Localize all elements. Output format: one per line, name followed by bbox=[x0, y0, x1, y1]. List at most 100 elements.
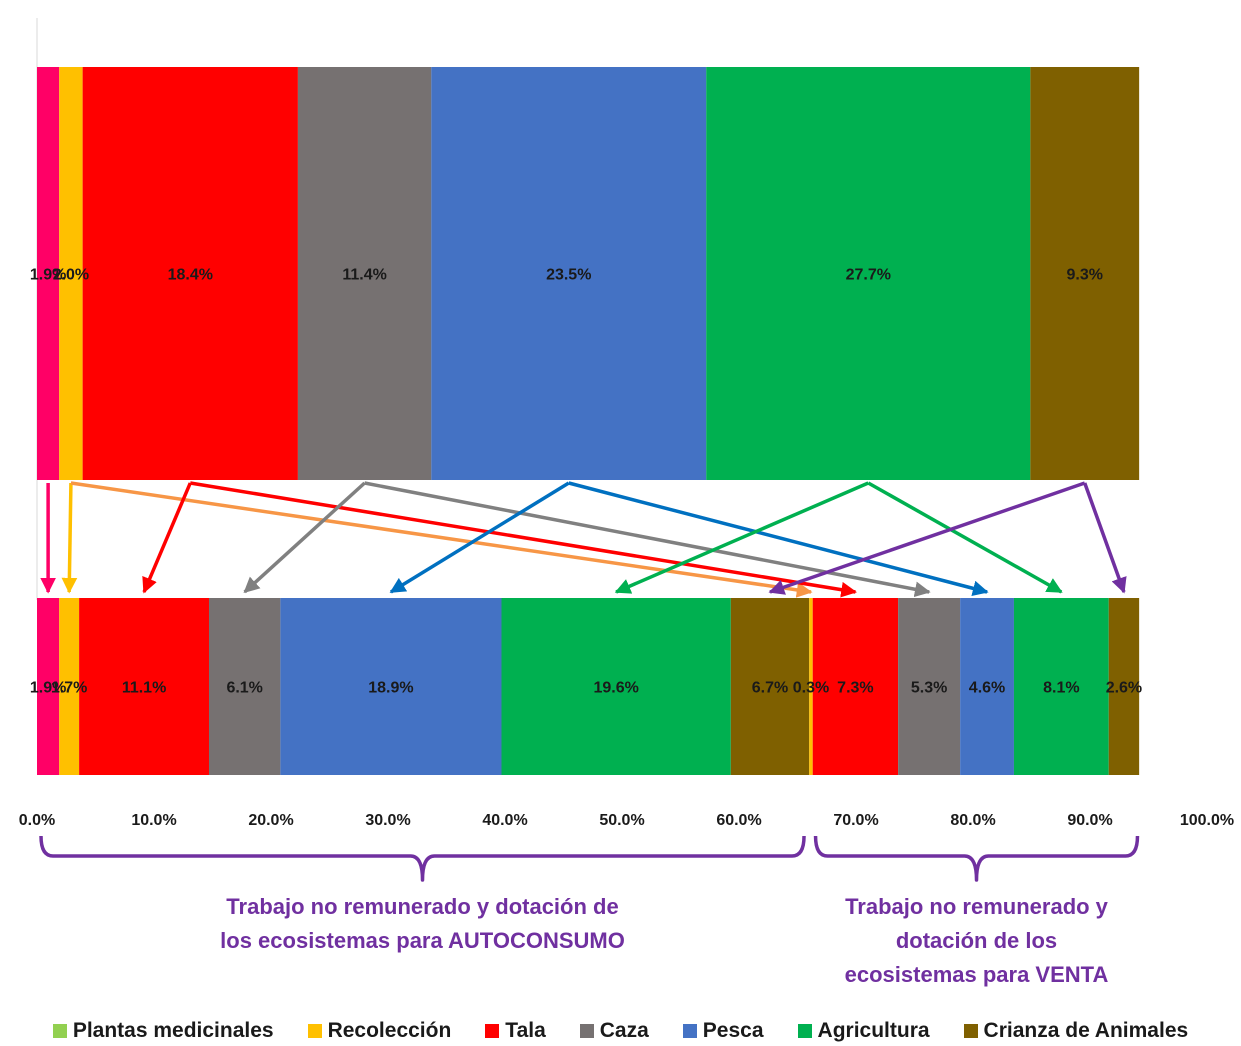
bar1-data-label-3: 11.4% bbox=[342, 267, 386, 284]
legend-label: Caza bbox=[599, 1019, 649, 1042]
x-tick-label: 80.0% bbox=[950, 812, 995, 829]
x-tick-label: 30.0% bbox=[365, 812, 410, 829]
bar2-data-label-1: 1.7% bbox=[51, 680, 87, 697]
bar1-segment-1 bbox=[59, 67, 83, 480]
x-tick-label: 0.0% bbox=[19, 812, 55, 829]
legend-item: Plantas medicinales bbox=[52, 1019, 274, 1043]
bar1-segment-0 bbox=[37, 67, 60, 480]
bar1-segment-6 bbox=[1030, 67, 1140, 480]
legend-label: Recolección bbox=[327, 1019, 452, 1042]
bar2-segment-2 bbox=[79, 598, 209, 775]
group-braces bbox=[39, 835, 1140, 882]
flow-arrow-7 bbox=[389, 481, 570, 594]
flow-arrow-5 bbox=[243, 481, 366, 594]
legend-item: Pesca bbox=[682, 1019, 764, 1043]
group-label-line: Trabajo no remunerado y bbox=[845, 894, 1108, 919]
legend-label: Pesca bbox=[702, 1019, 764, 1042]
legend-item: Caza bbox=[579, 1019, 649, 1043]
bar2-data-label-8: 7.3% bbox=[837, 680, 873, 697]
flow-arrow-12 bbox=[1083, 482, 1127, 594]
legend-swatch bbox=[485, 1024, 500, 1038]
flow-arrow-2 bbox=[70, 481, 813, 598]
x-axis-ticks: 0.0% 10.0% 20.0% 30.0% 40.0% 50.0% 60.0% 70.0% 8… bbox=[19, 812, 1234, 829]
bar1-segment-4 bbox=[431, 67, 707, 480]
segment-labels: 1.9%2.0% 18.4% 11.4% 23.5% 27.7% 9.3%1.9%1.7%… bbox=[30, 267, 1142, 697]
bar2-segment-3 bbox=[208, 598, 281, 775]
bar2-data-label-2: 11.1% bbox=[122, 680, 166, 697]
group-label-1: Trabajo no remunerado y dotación de los e… bbox=[173, 890, 673, 958]
bar2-segment-7 bbox=[809, 598, 813, 775]
bar2-segment-6 bbox=[730, 598, 810, 775]
legend-label: Plantas medicinales bbox=[72, 1019, 274, 1042]
bar2-data-label-7: 0.3% bbox=[793, 680, 829, 697]
bar2-data-label-5: 19.6% bbox=[593, 680, 638, 697]
bar-segments bbox=[37, 67, 1140, 775]
legend-label: Agricultura bbox=[817, 1019, 930, 1042]
legend-item: Agricultura bbox=[797, 1019, 930, 1043]
flow-arrow-1 bbox=[61, 482, 78, 594]
x-tick-label: 40.0% bbox=[482, 812, 527, 829]
legend-label: Tala bbox=[505, 1019, 546, 1042]
legend-swatch bbox=[797, 1024, 812, 1038]
bar2-segment-0 bbox=[37, 598, 60, 775]
bar1-data-label-6: 9.3% bbox=[1067, 267, 1103, 284]
bar1-segment-5 bbox=[706, 67, 1031, 480]
bar1-data-label-4: 23.5% bbox=[546, 267, 591, 284]
group-label-line: dotación de los bbox=[895, 928, 1058, 953]
flow-arrows bbox=[40, 481, 1127, 598]
x-tick-label: 60.0% bbox=[716, 812, 761, 829]
bar1-data-label-5: 27.7% bbox=[846, 267, 891, 284]
x-tick-label: 70.0% bbox=[833, 812, 878, 829]
x-tick-label: 10.0% bbox=[131, 812, 176, 829]
flow-arrow-3 bbox=[142, 482, 192, 594]
bar2-segment-8 bbox=[812, 598, 899, 775]
bar2-data-label-6: 6.7% bbox=[752, 680, 788, 697]
flow-arrow-11 bbox=[768, 481, 1086, 595]
bar2-data-label-9: 5.3% bbox=[911, 680, 947, 697]
legend-label: Crianza de Animales bbox=[983, 1019, 1189, 1042]
flow-arrow-4 bbox=[189, 481, 857, 598]
flow-arrow-9 bbox=[614, 481, 869, 594]
legend-swatch bbox=[963, 1024, 978, 1038]
bar2-segment-1 bbox=[59, 598, 80, 775]
x-tick-label: 100.0% bbox=[1180, 812, 1234, 829]
legend-swatch bbox=[307, 1024, 322, 1038]
group-brace-1 bbox=[39, 835, 806, 882]
legend-swatch bbox=[52, 1024, 67, 1038]
bar2-segment-10 bbox=[960, 598, 1014, 775]
bar2-segment-5 bbox=[501, 598, 731, 775]
bar2-data-label-12: 2.6% bbox=[1106, 680, 1142, 697]
group-label-line: los ecosistemas para AUTOCONSUMO bbox=[220, 928, 625, 953]
flow-arrow-8 bbox=[568, 481, 989, 597]
bar1-segment-2 bbox=[82, 67, 298, 480]
group-brace-2 bbox=[813, 835, 1140, 882]
x-tick-label: 90.0% bbox=[1067, 812, 1112, 829]
bar1-data-label-2: 18.4% bbox=[168, 267, 213, 284]
group-label-line: ecosistemas para VENTA bbox=[844, 962, 1109, 987]
x-tick-label: 50.0% bbox=[599, 812, 644, 829]
legend-swatch bbox=[682, 1024, 697, 1038]
x-tick-label: 20.0% bbox=[248, 812, 293, 829]
group-label-line: Trabajo no remunerado y dotación de bbox=[226, 894, 619, 919]
bar2-segment-9 bbox=[898, 598, 961, 775]
bar2-data-label-3: 6.1% bbox=[226, 680, 262, 697]
legend: Plantas medicinales Recolección Tala Caza Pe… bbox=[0, 1016, 1241, 1046]
legend-item: Tala bbox=[485, 1019, 546, 1043]
group-label-2: Trabajo no remunerado y dotación de los ec… bbox=[727, 890, 1227, 992]
bar2-data-label-0: 1.9% bbox=[30, 680, 66, 697]
bar2-data-label-10: 4.6% bbox=[969, 680, 1005, 697]
bar2-segment-12 bbox=[1108, 598, 1140, 775]
bar2-data-label-11: 8.1% bbox=[1043, 680, 1079, 697]
bar1-segment-3 bbox=[297, 67, 432, 480]
bar2-data-label-4: 18.9% bbox=[368, 680, 413, 697]
flow-arrow-10 bbox=[867, 481, 1063, 594]
flow-arrow-6 bbox=[364, 481, 931, 598]
legend-item: Recolección bbox=[307, 1019, 452, 1043]
legend-swatch bbox=[579, 1024, 594, 1038]
bar2-segment-11 bbox=[1013, 598, 1109, 775]
bar2-segment-4 bbox=[280, 598, 502, 775]
legend-item: Crianza de Animales bbox=[963, 1019, 1189, 1043]
bar1-data-label-1: 2.0% bbox=[53, 267, 89, 284]
bar1-data-label-0: 1.9% bbox=[30, 267, 66, 284]
